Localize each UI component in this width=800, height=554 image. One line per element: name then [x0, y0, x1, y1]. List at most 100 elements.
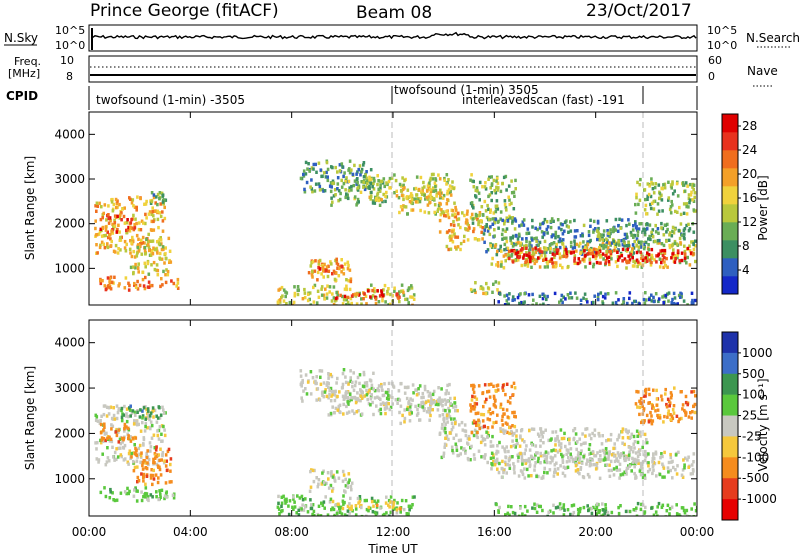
power-cell-19	[671, 229, 674, 234]
power-cell-10	[353, 163, 356, 168]
power-cell-21	[693, 298, 697, 303]
power-cell-9	[473, 288, 476, 293]
power-cell-17	[543, 265, 547, 269]
velocity-cell-14	[558, 443, 561, 447]
velocity-cell-14	[551, 430, 554, 434]
velocity-cell-15	[494, 459, 497, 463]
x-tick-label: 04:00	[173, 525, 208, 539]
x-tick-label: 00:00	[72, 525, 107, 539]
velocity-cell-2	[164, 464, 168, 468]
power-cell-0	[132, 213, 135, 218]
power-cell-7	[373, 287, 376, 291]
velocity-cell-9	[330, 390, 334, 394]
power-cell-3	[176, 277, 180, 282]
power-cell-12	[414, 197, 417, 201]
power-cell-13	[406, 188, 410, 192]
power-cell-14	[464, 227, 467, 231]
power-cell-2	[149, 253, 153, 257]
velocity-cell-14	[523, 440, 526, 444]
power-cell-20	[692, 199, 696, 203]
power-cell-21	[511, 298, 514, 302]
power-cell-17	[575, 249, 578, 253]
velocity-cell-3	[172, 496, 176, 500]
velocity-cell-17	[577, 512, 580, 516]
power-cell-17	[664, 264, 667, 268]
power-cell-14	[477, 222, 480, 227]
velocity-cell-5	[313, 468, 316, 473]
power-cell-15	[490, 191, 493, 195]
velocity-cell-15	[618, 468, 622, 472]
power-cell-1	[130, 226, 134, 230]
velocity-cell-16	[681, 407, 684, 411]
power-cell-8	[343, 294, 347, 299]
power-cell-17	[523, 263, 527, 267]
power-cell-3	[128, 283, 131, 288]
velocity-cell-6	[282, 494, 285, 498]
velocity-cell-16	[638, 405, 642, 410]
velocity-cell-16	[669, 417, 672, 422]
power-cell-13	[432, 189, 435, 193]
velocity-cell-15	[667, 470, 670, 474]
velocity-cell-12	[443, 442, 447, 446]
power-cell-20	[635, 196, 638, 200]
velocity-cell-14	[591, 431, 594, 436]
power-cell-18	[578, 260, 582, 264]
velocity-cell-16	[683, 408, 686, 413]
velocity-cell-13	[511, 424, 514, 428]
power-cell-8	[374, 297, 378, 301]
power-cell-6	[324, 268, 328, 272]
velocity-cell-14	[492, 459, 495, 464]
power-cell-10	[328, 184, 332, 188]
power-cell-16	[573, 229, 577, 233]
velocity-cell-6	[343, 513, 347, 516]
velocity-cell-10	[427, 394, 431, 398]
power-cell-0	[98, 245, 102, 250]
velocity-cell-8	[324, 388, 327, 392]
velocity-cell-17	[685, 508, 689, 513]
power-colorbar-swatch	[722, 222, 738, 241]
velocity-cell-3	[155, 495, 158, 499]
power-cell-0	[140, 252, 144, 256]
velocity-cell-14	[549, 461, 552, 465]
power-cell-10	[318, 188, 322, 192]
velocity-cell-15	[634, 451, 638, 455]
velocity-cell-0	[157, 437, 161, 441]
velocity-cell-11	[434, 402, 438, 407]
power-cell-16	[588, 239, 591, 244]
power-cell-0	[145, 216, 148, 220]
power-cell-21	[677, 293, 681, 298]
power-cell-12	[415, 193, 418, 197]
velocity-cell-6	[348, 511, 351, 515]
velocity-cell-16	[690, 390, 693, 394]
power-cell-18	[511, 260, 515, 264]
power-cell-21	[518, 301, 521, 305]
velocity-cell-9	[357, 409, 360, 413]
power-cell-18	[525, 259, 529, 263]
power-cell-2	[151, 252, 155, 256]
velocity-cell-10	[380, 388, 384, 392]
velocity-cell-3	[149, 493, 153, 497]
power-cell-12	[401, 176, 404, 180]
power-cell-18	[544, 257, 548, 261]
power-cell-17	[555, 263, 558, 268]
power-cell-21	[507, 297, 510, 301]
velocity-cell-0	[113, 458, 116, 462]
power-cell-16	[610, 241, 614, 245]
power-cell-20	[637, 202, 640, 207]
velocity-cell-15	[591, 450, 595, 454]
power-cell-19	[654, 230, 658, 234]
velocity-cell-14	[569, 447, 573, 451]
power-cell-16	[645, 227, 649, 231]
velocity-cell-0	[101, 439, 105, 444]
power-cell-19	[657, 231, 660, 235]
power-cell-11	[340, 185, 344, 189]
power-cell-11	[342, 181, 346, 186]
velocity-cell-0	[162, 424, 165, 429]
velocity-cell-8	[328, 388, 331, 392]
velocity-cell-8	[319, 375, 322, 379]
velocity-cell-0	[105, 405, 109, 409]
velocity-cell-17	[562, 503, 566, 507]
power-cell-16	[629, 230, 633, 235]
velocity-cell-3	[145, 492, 149, 496]
power-cell-14	[448, 229, 451, 233]
